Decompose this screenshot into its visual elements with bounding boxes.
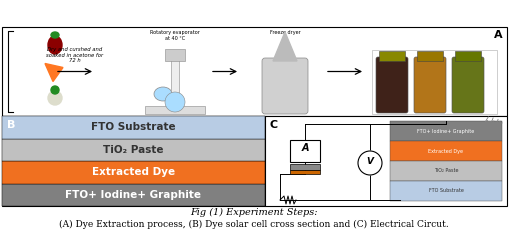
- Text: FTO+ Iodine+ Graphite: FTO+ Iodine+ Graphite: [66, 190, 202, 200]
- Text: FTO Substrate: FTO Substrate: [429, 189, 463, 194]
- Bar: [390, 141, 502, 161]
- Text: FTO Substrate: FTO Substrate: [91, 122, 176, 132]
- FancyBboxPatch shape: [376, 57, 408, 113]
- Text: V: V: [366, 157, 374, 165]
- Bar: [290, 170, 320, 174]
- Text: Extracted Dye: Extracted Dye: [429, 149, 464, 154]
- Circle shape: [358, 151, 382, 175]
- Ellipse shape: [51, 32, 59, 38]
- Bar: [145, 106, 205, 114]
- Polygon shape: [273, 32, 297, 61]
- Bar: [165, 49, 185, 61]
- Bar: [2, 116, 265, 206]
- Text: FTO+ Iodine+ Graphite: FTO+ Iodine+ Graphite: [417, 128, 474, 134]
- Bar: [390, 121, 502, 141]
- Bar: [265, 116, 507, 206]
- Text: A: A: [494, 30, 503, 40]
- FancyBboxPatch shape: [414, 57, 446, 113]
- Text: TiO₂ Paste: TiO₂ Paste: [103, 145, 164, 155]
- Bar: [372, 50, 497, 114]
- Text: TiO₂ Paste: TiO₂ Paste: [434, 168, 458, 173]
- Text: (A) Dye Extraction process, (B) Dye solar cell cross section and (C) Electrical : (A) Dye Extraction process, (B) Dye sola…: [59, 219, 449, 229]
- Bar: [390, 181, 502, 201]
- Circle shape: [165, 92, 185, 112]
- Bar: [171, 56, 179, 96]
- Text: C: C: [270, 120, 278, 130]
- Bar: [2, 139, 265, 161]
- Bar: [379, 51, 405, 61]
- Bar: [290, 164, 320, 170]
- Text: A: A: [301, 143, 309, 153]
- Text: Fig (1) Experiment Steps:: Fig (1) Experiment Steps:: [190, 207, 318, 216]
- Circle shape: [48, 91, 62, 105]
- FancyBboxPatch shape: [262, 58, 308, 114]
- Bar: [290, 140, 320, 162]
- Bar: [2, 27, 507, 116]
- Ellipse shape: [154, 87, 172, 101]
- Bar: [2, 161, 265, 183]
- FancyBboxPatch shape: [452, 57, 484, 113]
- Text: Dry and curshed and
soaked in acetone for
72 h: Dry and curshed and soaked in acetone fo…: [46, 47, 103, 63]
- Bar: [390, 161, 502, 181]
- Bar: [2, 183, 265, 206]
- Text: B: B: [7, 120, 15, 130]
- Bar: [455, 51, 481, 61]
- Text: Freeze dryer: Freeze dryer: [270, 30, 300, 35]
- Text: Rotatory evaporator
at 40 °C: Rotatory evaporator at 40 °C: [150, 30, 200, 41]
- Polygon shape: [45, 63, 63, 81]
- Bar: [2, 116, 265, 139]
- Ellipse shape: [48, 36, 62, 54]
- Circle shape: [51, 86, 59, 94]
- Bar: [417, 51, 443, 61]
- Text: Extracted Dye: Extracted Dye: [92, 167, 175, 177]
